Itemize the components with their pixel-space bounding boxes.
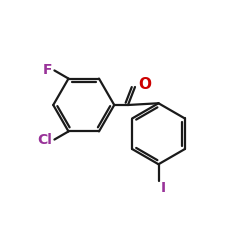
Text: O: O xyxy=(138,77,151,92)
Text: F: F xyxy=(43,63,52,77)
Text: Cl: Cl xyxy=(38,133,52,147)
Text: I: I xyxy=(160,182,166,196)
